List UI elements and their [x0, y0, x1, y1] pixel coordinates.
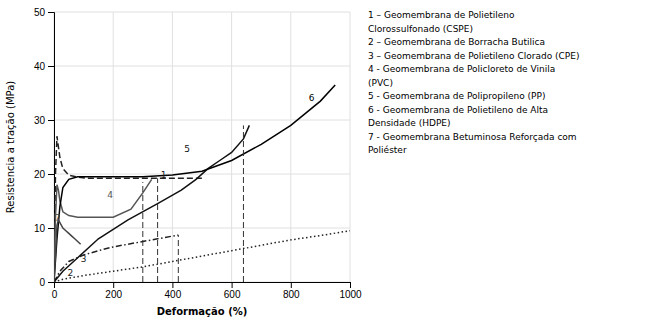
x-axis: 0 200 400 600 800 1000 [52, 282, 362, 300]
y-tick-mark [48, 228, 54, 229]
x-tick-label: 0 [52, 289, 58, 300]
note-line: Clorossulfonado (CSPE) [368, 24, 473, 34]
note-line: Densidade (HDPE) [368, 118, 451, 128]
series-line [54, 220, 81, 282]
series-line [54, 85, 335, 282]
series-line [54, 125, 249, 282]
reference-line [178, 235, 179, 282]
y-tick: 10 [34, 223, 54, 234]
y-tick-mark [48, 174, 54, 175]
reference-line [157, 178, 158, 282]
note-line: 1 – Geomembrana de Polietileno [368, 10, 515, 20]
x-tick-mark [350, 282, 351, 288]
y-tick: 30 [34, 115, 54, 126]
curve-label: 3 [81, 254, 87, 264]
series-line [54, 136, 202, 282]
y-tick-mark [48, 282, 54, 283]
grid-line-x [350, 12, 351, 282]
y-tick-mark [48, 66, 54, 67]
chart: 0 200 400 600 800 1000 0 10 20 30 40 50 Deformação (… [0, 0, 648, 321]
y-tick-mark [48, 120, 54, 121]
grid-line-x [113, 12, 114, 282]
y-tick-label: 30 [34, 115, 46, 126]
plot-area [54, 85, 350, 282]
curve-label: 4 [107, 190, 113, 200]
note-line: 6 - Geomembrana de Polietileno de Alta [368, 105, 548, 115]
y-tick: 50 [34, 7, 54, 18]
note-line: 5 - Geomembrana de Polipropileno (PP) [368, 91, 545, 101]
y-tick-mark [48, 12, 54, 13]
note-line: 3 – Geomembrana de Polietileno Clorado (… [368, 51, 579, 61]
x-tick: 800 [283, 282, 300, 300]
note-line: 7 - Geomembrana Betuminosa Reforçada com [368, 132, 577, 142]
curve-label: 5 [184, 144, 190, 154]
x-tick-mark [172, 282, 173, 288]
curve-label: 2 [67, 268, 73, 278]
y-tick-label: 0 [39, 277, 45, 288]
y-axis-line [48, 13, 55, 283]
y-tick-label: 50 [34, 7, 46, 18]
y-tick: 0 [39, 277, 54, 288]
grid-line-y [54, 228, 350, 229]
x-tick-label: 600 [224, 289, 241, 300]
x-tick-label: 200 [105, 289, 122, 300]
curve-label: 7 [55, 213, 61, 223]
grid-line-x [290, 12, 291, 282]
curve-labels: 1234567 [55, 93, 315, 279]
x-tick-label: 400 [165, 289, 182, 300]
y-tick-label: 10 [34, 223, 46, 234]
grid [54, 12, 350, 282]
series-line [54, 235, 178, 282]
y-axis-title: Resistencia a tração (MPa) [5, 81, 16, 213]
y-axis: 0 10 20 30 40 50 [34, 7, 55, 288]
grid-line-x [172, 12, 173, 282]
grid-line-y [54, 66, 350, 67]
curve-label: 1 [161, 170, 167, 180]
note-line: Poliéster [368, 145, 407, 155]
note-line: 4 - Geomembrana de Policloreto de Vinila [368, 64, 555, 74]
x-tick: 600 [224, 282, 241, 300]
x-tick: 1000 [339, 282, 362, 300]
reference-line [142, 182, 143, 282]
curve-label: 6 [309, 93, 315, 103]
grid-line-x [231, 12, 232, 282]
x-tick: 0 [52, 282, 58, 300]
x-tick-label: 800 [283, 289, 300, 300]
note-line: 2 – Geomembrana de Borracha Butilica [368, 37, 545, 47]
reference-line [243, 125, 244, 282]
x-axis-title: Deformação (%) [157, 306, 248, 317]
note-line: (PVC) [368, 78, 393, 88]
notes: 1 – Geomembrana de Polietileno Clorossulf… [368, 10, 579, 155]
x-tick-mark [291, 282, 292, 288]
x-tick: 400 [165, 282, 182, 300]
x-tick-mark [113, 282, 114, 288]
x-tick-mark [232, 282, 233, 288]
y-tick-label: 20 [34, 169, 46, 180]
y-tick: 40 [34, 61, 54, 72]
y-tick: 20 [34, 169, 54, 180]
grid-line-y [54, 12, 350, 13]
x-axis-line [55, 283, 351, 289]
x-tick: 200 [105, 282, 122, 300]
x-tick-label: 1000 [339, 289, 362, 300]
y-tick-label: 40 [34, 61, 46, 72]
grid-line-y [54, 120, 350, 121]
